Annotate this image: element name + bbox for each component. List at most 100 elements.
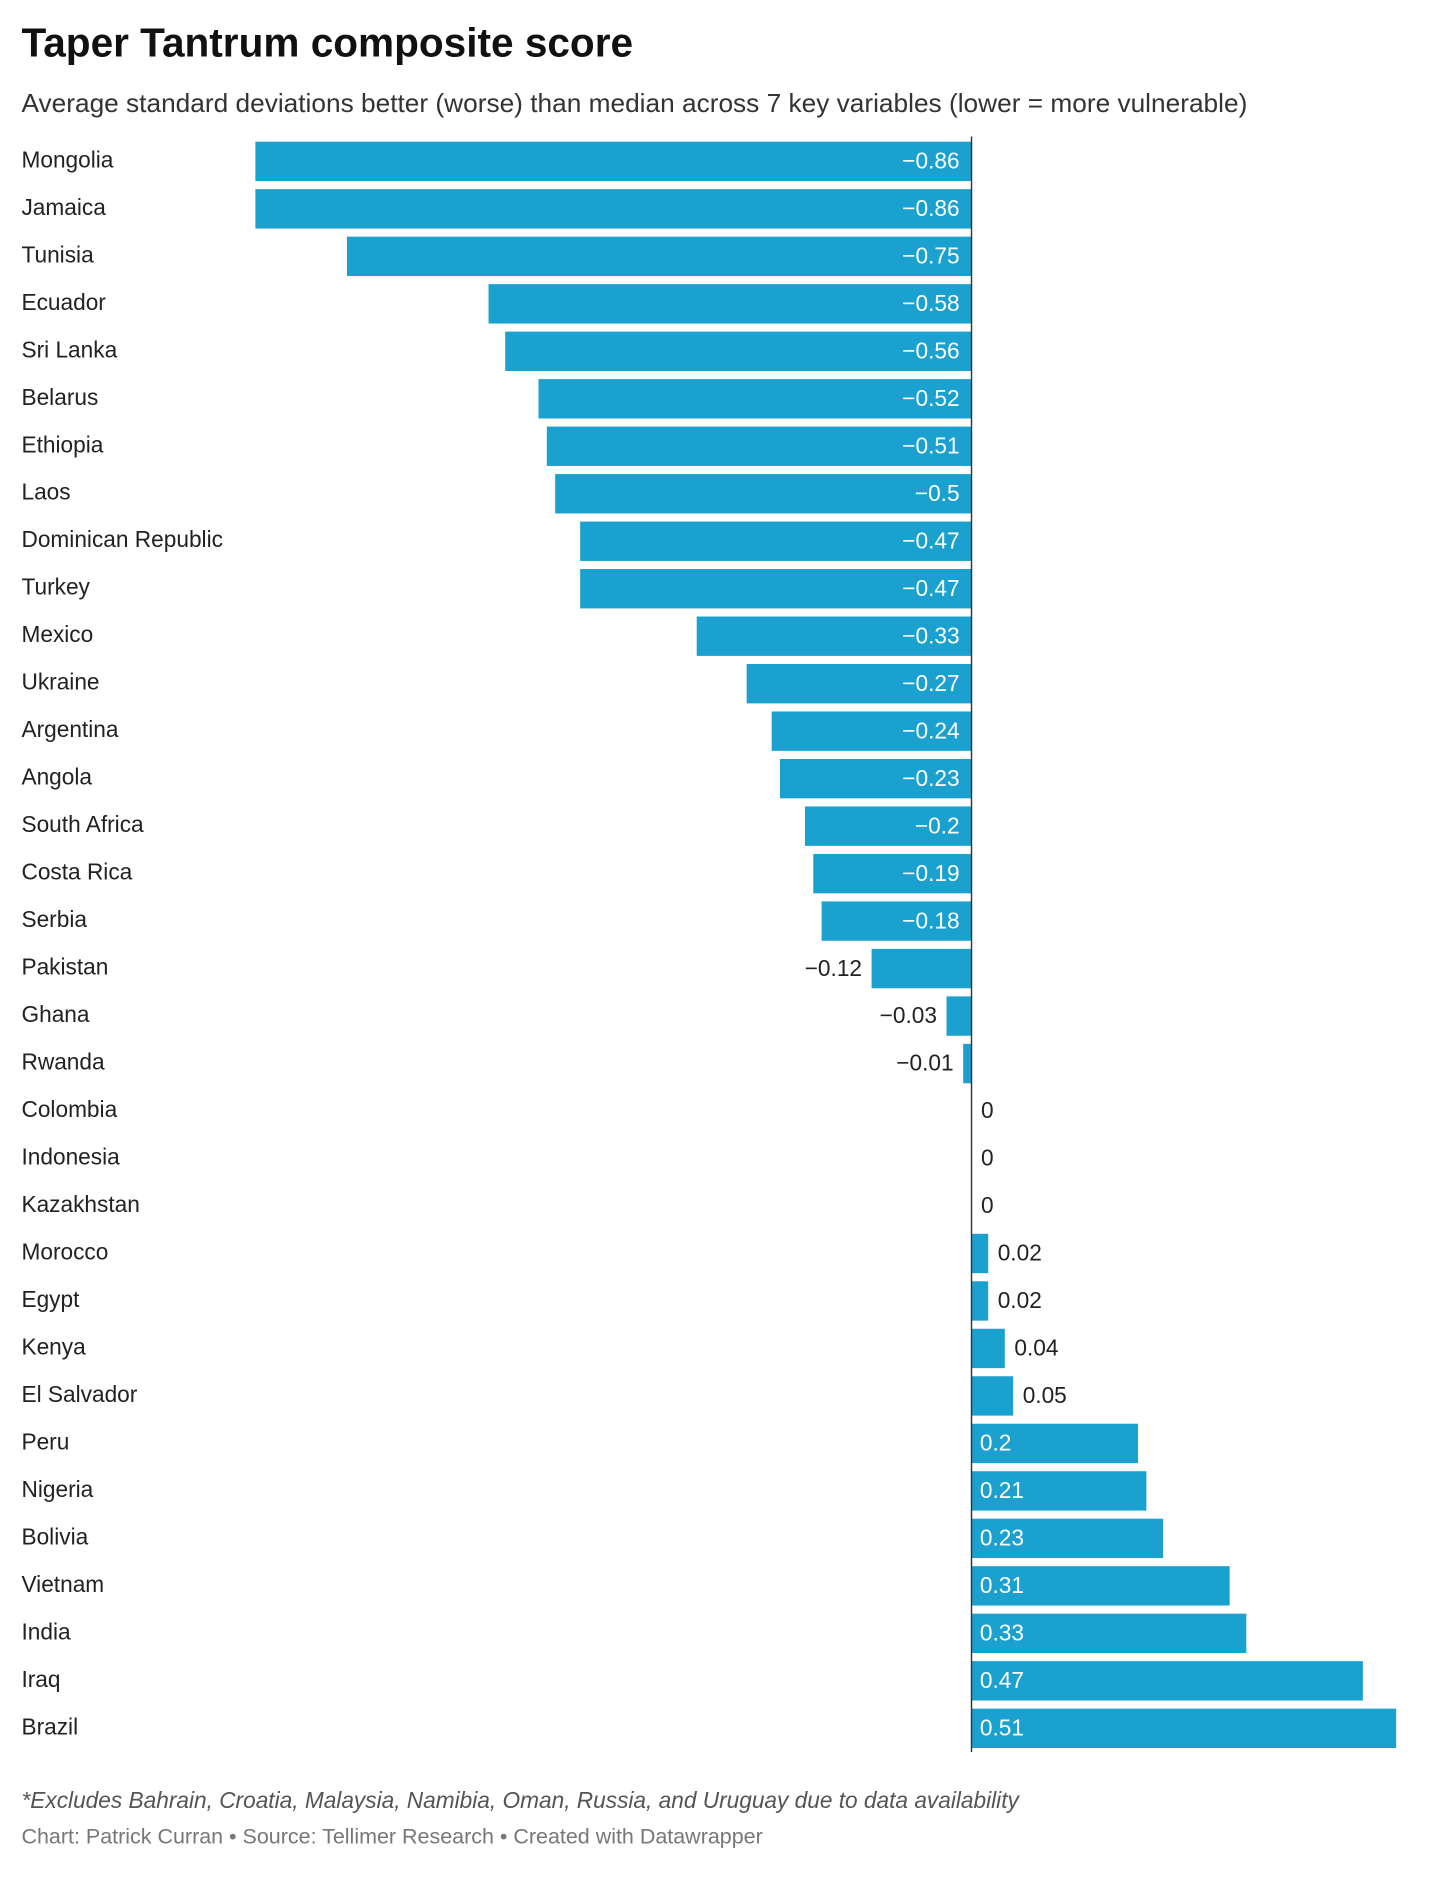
bar <box>804 806 972 846</box>
category-label: Mexico <box>21 621 93 647</box>
value-label: −0.75 <box>902 243 959 269</box>
category-label: Ethiopia <box>21 431 103 457</box>
value-label: −0.86 <box>902 148 959 174</box>
bar <box>580 569 972 609</box>
category-label: South Africa <box>21 811 144 837</box>
bar <box>779 758 972 799</box>
category-label: Belarus <box>21 384 98 410</box>
bar <box>971 1613 1247 1654</box>
bar <box>963 1043 972 1084</box>
bar <box>946 996 972 1036</box>
bar <box>971 1518 1164 1559</box>
category-label: Morocco <box>21 1238 108 1264</box>
category-label: Ukraine <box>21 669 99 695</box>
bar <box>871 948 972 989</box>
category-label: India <box>21 1618 71 1644</box>
category-label: Dominican Republic <box>21 526 222 552</box>
category-label: Turkey <box>21 574 90 600</box>
category-label: Colombia <box>21 1096 117 1122</box>
value-label: 0.47 <box>980 1667 1024 1693</box>
value-label: −0.56 <box>902 337 959 363</box>
category-label: Kazakhstan <box>21 1191 139 1217</box>
bar <box>971 1376 1014 1416</box>
bar <box>821 901 972 941</box>
value-label: 0.2 <box>980 1430 1012 1456</box>
category-label: Peru <box>21 1428 69 1454</box>
category-label: Iraq <box>21 1666 60 1692</box>
value-label: 0.02 <box>998 1287 1042 1313</box>
bar <box>971 1281 989 1321</box>
value-label: 0.04 <box>1014 1335 1058 1361</box>
category-label: Rwanda <box>21 1049 105 1075</box>
category-label: Nigeria <box>21 1476 93 1502</box>
chart-note: *Excludes Bahrain, Croatia, Malaysia, Na… <box>21 1787 1020 1813</box>
value-label: 0 <box>981 1192 994 1218</box>
value-label: −0.01 <box>896 1050 953 1076</box>
value-label: −0.47 <box>902 527 959 553</box>
bar <box>346 236 972 277</box>
bar <box>505 331 972 372</box>
bar <box>971 1423 1139 1464</box>
value-label: −0.47 <box>902 575 959 601</box>
chart-title: Taper Tantrum composite score <box>21 19 633 65</box>
category-label: El Salvador <box>21 1381 137 1407</box>
category-label: Sri Lanka <box>21 336 117 362</box>
category-label: Jamaica <box>21 194 106 220</box>
bar <box>971 1566 1230 1606</box>
value-label: −0.86 <box>902 195 959 221</box>
category-label: Kenya <box>21 1333 86 1359</box>
bar <box>255 189 972 229</box>
value-label: −0.58 <box>902 290 959 316</box>
value-label: 0.23 <box>980 1525 1024 1551</box>
value-label: −0.23 <box>902 765 959 791</box>
category-label: Angola <box>21 764 92 790</box>
value-label: −0.03 <box>880 1002 937 1028</box>
value-label: 0.31 <box>980 1572 1024 1598</box>
bar <box>555 474 972 514</box>
value-label: −0.19 <box>902 860 959 886</box>
category-label: Vietnam <box>21 1571 104 1597</box>
category-label: Indonesia <box>21 1144 120 1170</box>
category-label: Argentina <box>21 716 118 742</box>
bar <box>971 1708 1397 1749</box>
bar <box>971 1233 989 1274</box>
bar <box>488 284 972 324</box>
category-label: Bolivia <box>21 1523 88 1549</box>
value-label: −0.24 <box>902 717 959 743</box>
value-label: −0.5 <box>915 480 960 506</box>
bar <box>696 616 972 656</box>
bar <box>580 521 972 561</box>
category-label: Brazil <box>21 1713 78 1739</box>
bar <box>771 711 972 751</box>
value-label: −0.33 <box>902 622 959 648</box>
bar <box>813 853 972 894</box>
category-label: Ecuador <box>21 289 106 315</box>
value-label: 0.33 <box>980 1620 1024 1646</box>
category-label: Serbia <box>21 906 87 932</box>
category-label: Mongolia <box>21 146 113 172</box>
category-label: Laos <box>21 479 70 505</box>
value-label: 0.02 <box>998 1240 1042 1266</box>
chart-credit: Chart: Patrick Curran • Source: Tellimer… <box>21 1825 762 1849</box>
value-label: 0 <box>981 1097 994 1123</box>
value-label: −0.27 <box>902 670 959 696</box>
bar <box>255 141 972 182</box>
value-label: 0 <box>981 1145 994 1171</box>
category-label: Tunisia <box>21 241 94 267</box>
value-label: 0.21 <box>980 1477 1024 1503</box>
value-label: −0.52 <box>902 385 959 411</box>
value-label: 0.51 <box>980 1714 1024 1740</box>
bar <box>538 379 972 419</box>
bar <box>971 1661 1363 1701</box>
chart-subtitle: Average standard deviations better (wors… <box>21 88 1247 118</box>
bar <box>971 1328 1005 1369</box>
category-label: Costa Rica <box>21 859 132 885</box>
bar <box>971 1471 1147 1511</box>
value-label: −0.51 <box>902 432 959 458</box>
value-label: 0.05 <box>1023 1382 1067 1408</box>
bar <box>746 664 972 704</box>
value-label: −0.12 <box>805 955 862 981</box>
category-label: Ghana <box>21 1001 89 1027</box>
category-label: Pakistan <box>21 954 108 980</box>
